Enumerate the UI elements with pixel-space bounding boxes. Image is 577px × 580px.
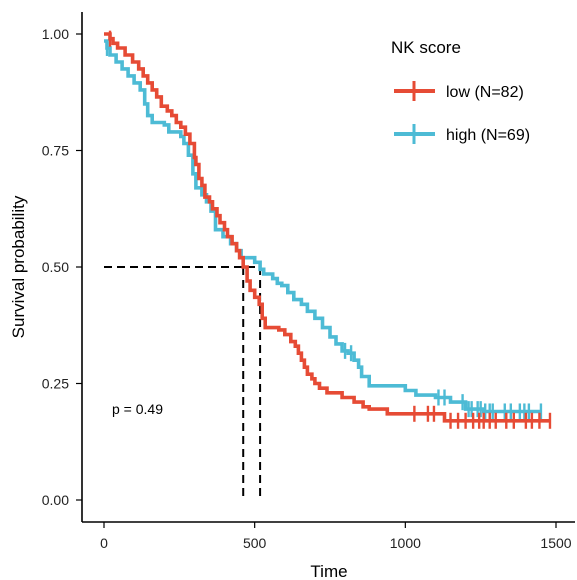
x-tick-label: 500 [243, 535, 267, 551]
y-tick-label: 0.25 [42, 376, 69, 392]
y-tick-label: 0.50 [42, 259, 69, 275]
x-axis-ticks: 0 500 1000 1500 [100, 522, 572, 551]
p-value-label: p = 0.49 [112, 401, 163, 417]
plot-area [104, 30, 552, 500]
x-tick-label: 1000 [390, 535, 421, 551]
survival-curve-low [104, 32, 550, 423]
legend: NK score low (N=82) high (N=69) [391, 38, 530, 144]
y-tick-label: 0.00 [42, 492, 69, 508]
legend-item-low: low (N=82) [394, 81, 524, 101]
y-tick-label: 0.75 [42, 143, 69, 159]
legend-label-high: high (N=69) [446, 127, 530, 144]
survival-curve-high [104, 39, 541, 414]
y-axis-title: Survival probability [9, 195, 28, 338]
x-axis-title: Time [310, 562, 347, 580]
y-tick-label: 1.00 [42, 26, 69, 42]
legend-title: NK score [391, 38, 461, 57]
legend-label-low: low (N=82) [446, 84, 524, 101]
legend-item-high: high (N=69) [394, 124, 530, 144]
y-axis-ticks: 0.00 0.25 0.50 0.75 1.00 [42, 26, 82, 508]
x-tick-label: 0 [100, 535, 108, 551]
x-tick-label: 1500 [540, 535, 571, 551]
